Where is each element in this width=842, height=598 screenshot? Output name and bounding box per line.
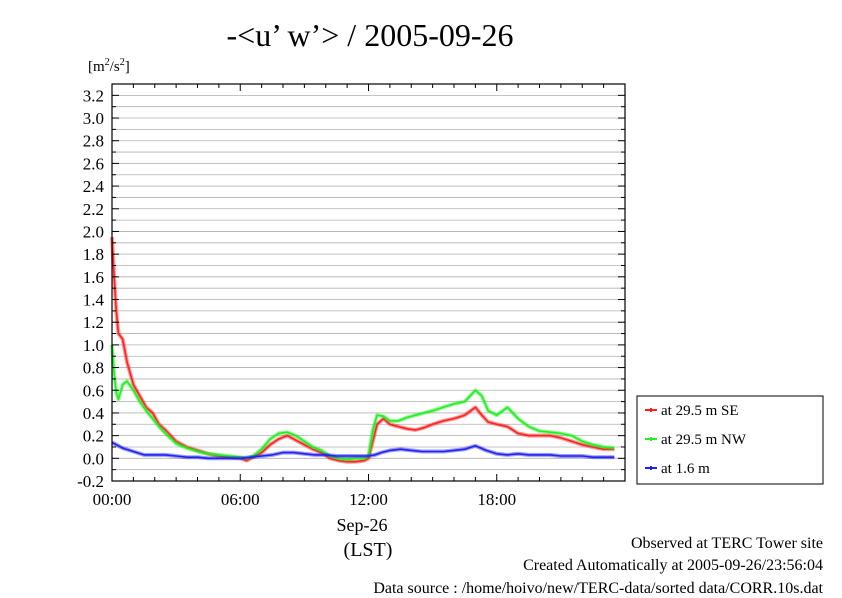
x-tick-label: 06:00 <box>221 490 260 509</box>
y-tick-label: 3.0 <box>83 109 104 128</box>
footer-created: Created Automatically at 2005-09-26/23:5… <box>523 557 823 574</box>
y-tick-label: 0.4 <box>83 404 105 423</box>
series-lines <box>110 236 615 464</box>
y-unit-label: [m2/s2] <box>88 57 130 75</box>
y-tick-label: 2.0 <box>83 222 104 241</box>
y-tick-label: -0.2 <box>77 472 104 491</box>
y-tick-label: 2.8 <box>83 132 104 151</box>
grid <box>112 83 625 482</box>
y-tick-label: 0.6 <box>83 381 104 400</box>
y-tick-label: 1.8 <box>83 245 104 264</box>
y-tick-label: 1.6 <box>83 268 104 287</box>
y-tick-label: 2.2 <box>83 200 104 219</box>
footer-observed: Observed at TERC Tower site <box>630 535 823 552</box>
x-tick-label: 18:00 <box>477 490 516 509</box>
legend: at 29.5 m SE at 29.5 m NW at 1.6 m <box>636 395 824 485</box>
y-tick-label: 2.6 <box>83 154 104 173</box>
y-tick-label: 1.2 <box>83 313 104 332</box>
x-date-label: Sep-26 <box>337 515 388 535</box>
series-band-1 <box>110 344 615 462</box>
series-line-2 <box>111 441 615 460</box>
x-tick-label: 12:00 <box>349 490 388 509</box>
y-tick-label: 2.4 <box>83 177 105 196</box>
y-tick-label: 0.0 <box>83 449 104 468</box>
y-tick-label: 0.8 <box>83 359 104 378</box>
legend-label: at 1.6 m <box>661 461 710 477</box>
series-line-1 <box>111 344 615 461</box>
x-tick-label: 00:00 <box>93 490 132 509</box>
y-tick-label: 3.2 <box>83 86 104 105</box>
x-axis-title: (LST) <box>344 539 393 561</box>
legend-box <box>636 395 824 485</box>
series-band-0 <box>110 236 615 464</box>
y-tick-label: 1.0 <box>83 336 104 355</box>
y-tick-label: 0.2 <box>83 427 104 446</box>
plot-frame <box>111 83 626 482</box>
chart-title: -<u’ w’> / 2005-09-26 <box>227 17 514 53</box>
footer-source: Data source : /home/hoivo/new/TERC-data/… <box>373 580 823 597</box>
axis-labels: -0.2 0.0 0.2 0.4 0.6 0.8 1.0 1.2 1.4 1.6 1.8 2.0 2.2… <box>77 86 516 509</box>
axis-ticks <box>111 83 626 482</box>
series-line-0 <box>111 237 615 463</box>
y-tick-label: 1.4 <box>83 291 105 310</box>
legend-label: at 29.5 m SE <box>661 403 739 419</box>
legend-label: at 29.5 m NW <box>661 432 747 448</box>
